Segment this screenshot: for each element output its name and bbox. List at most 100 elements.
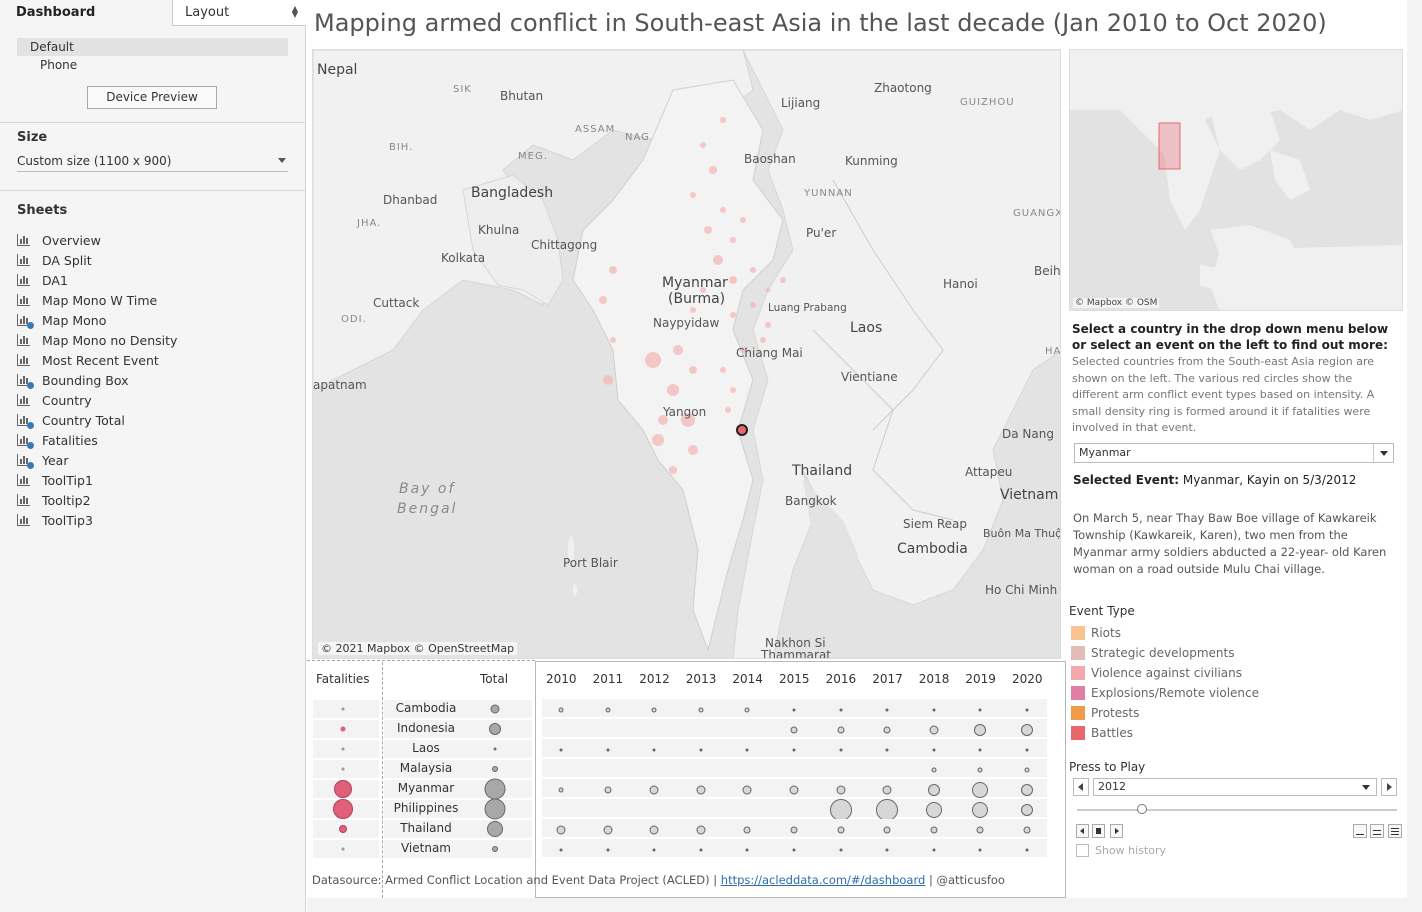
total-bubble[interactable] xyxy=(492,766,498,772)
year-bubble[interactable] xyxy=(837,826,845,834)
year-bubble[interactable] xyxy=(603,825,613,835)
map-attribution[interactable]: © 2021 Mapbox © OpenStreetMap xyxy=(318,642,518,655)
fatality-bubble[interactable] xyxy=(333,799,353,819)
country-label[interactable]: Thailand xyxy=(400,821,452,835)
year-slider-thumb[interactable] xyxy=(1137,804,1147,814)
legend-item[interactable]: Battles xyxy=(1071,723,1259,743)
sheet-item[interactable]: Country Total xyxy=(17,410,177,430)
speed-slow-button[interactable] xyxy=(1353,824,1367,838)
total-bubble[interactable] xyxy=(484,778,506,800)
year-bubble[interactable] xyxy=(792,748,796,752)
year-bubble[interactable] xyxy=(696,825,706,835)
year-bubble[interactable] xyxy=(927,784,940,796)
year-bubble[interactable] xyxy=(972,802,989,818)
chevron-down-icon[interactable] xyxy=(1373,444,1393,462)
year-bubble[interactable] xyxy=(790,726,798,734)
fatality-bubble[interactable] xyxy=(341,747,345,751)
year-bubble[interactable] xyxy=(930,826,938,834)
year-bubble[interactable] xyxy=(885,708,889,712)
year-bubble[interactable] xyxy=(1021,804,1033,816)
year-bubble[interactable] xyxy=(883,726,891,734)
year-bubble[interactable] xyxy=(789,785,799,795)
year-bubble[interactable] xyxy=(929,725,939,735)
year-bubble[interactable] xyxy=(974,724,987,736)
speed-fast-button[interactable] xyxy=(1388,824,1402,838)
year-bubble[interactable] xyxy=(558,707,564,713)
device-phone[interactable]: Phone xyxy=(40,58,78,72)
year-bubble[interactable] xyxy=(883,826,891,834)
year-bubble[interactable] xyxy=(876,799,899,821)
year-bubble[interactable] xyxy=(972,782,989,798)
year-bubble[interactable] xyxy=(699,748,703,752)
year-bubble[interactable] xyxy=(977,767,983,773)
legend-item[interactable]: Strategic developments xyxy=(1071,643,1259,663)
year-bubble[interactable] xyxy=(931,767,937,773)
year-bubble[interactable] xyxy=(978,848,982,852)
fatality-bubble[interactable] xyxy=(341,767,345,771)
inset-map[interactable]: © Mapbox © OSM xyxy=(1069,49,1403,311)
country-dropdown[interactable]: Myanmar xyxy=(1074,443,1394,463)
year-bubble[interactable] xyxy=(745,748,749,752)
stop-button[interactable] xyxy=(1092,824,1105,838)
year-bubble[interactable] xyxy=(559,748,563,752)
year-bubble[interactable] xyxy=(649,825,659,835)
selected-event-marker[interactable] xyxy=(736,424,748,436)
year-bubble[interactable] xyxy=(836,785,846,795)
year-slider-track[interactable] xyxy=(1077,809,1397,811)
year-bubble[interactable] xyxy=(604,786,612,794)
sheet-item[interactable]: ToolTip1 xyxy=(17,470,177,490)
year-bubble[interactable] xyxy=(698,707,704,713)
fatality-bubble[interactable] xyxy=(340,726,346,732)
play-back-button[interactable] xyxy=(1076,824,1089,838)
total-bubble[interactable] xyxy=(493,747,497,751)
year-bubble[interactable] xyxy=(978,748,982,752)
year-bubble[interactable] xyxy=(1024,767,1030,773)
tab-dashboard[interactable]: Dashboard xyxy=(16,5,96,20)
sheet-item[interactable]: Tooltip2 xyxy=(17,490,177,510)
next-year-button[interactable] xyxy=(1381,778,1397,796)
inset-attribution[interactable]: © Mapbox © OSM xyxy=(1073,298,1160,308)
year-bubble[interactable] xyxy=(558,787,564,793)
conflict-map[interactable]: Nepal SIK Bhutan ASSAM NAG BIH. MEG. Ban… xyxy=(312,49,1061,659)
year-bubble[interactable] xyxy=(1025,708,1029,712)
sheet-item[interactable]: Bounding Box xyxy=(17,370,177,390)
sheet-item[interactable]: Map Mono xyxy=(17,310,177,330)
legend-item[interactable]: Protests xyxy=(1071,703,1259,723)
sheet-item[interactable]: Map Mono W Time xyxy=(17,290,177,310)
year-bubble[interactable] xyxy=(792,708,796,712)
year-bubble[interactable] xyxy=(829,799,852,821)
legend-item[interactable]: Riots xyxy=(1071,623,1259,643)
size-dropdown[interactable]: Custom size (1100 x 900) xyxy=(17,152,288,172)
sheet-item[interactable]: Most Recent Event xyxy=(17,350,177,370)
speed-medium-button[interactable] xyxy=(1370,824,1384,838)
show-history-checkbox[interactable] xyxy=(1076,844,1089,857)
country-label[interactable]: Philippines xyxy=(393,801,459,815)
year-bubble[interactable] xyxy=(932,748,936,752)
device-default[interactable]: Default xyxy=(17,38,288,56)
year-bubble[interactable] xyxy=(839,748,843,752)
legend-item[interactable]: Violence against civilians xyxy=(1071,663,1259,683)
year-bubble[interactable] xyxy=(652,748,656,752)
year-bubble[interactable] xyxy=(837,726,845,734)
fatality-bubble[interactable] xyxy=(339,825,347,833)
sheet-item[interactable]: ToolTip3 xyxy=(17,510,177,530)
year-bubble[interactable] xyxy=(606,748,610,752)
year-bubble[interactable] xyxy=(606,848,610,852)
fatality-bubble[interactable] xyxy=(334,780,352,798)
sheet-item[interactable]: Map Mono no Density xyxy=(17,330,177,350)
fatality-bubble[interactable] xyxy=(341,847,345,851)
year-bubble[interactable] xyxy=(932,708,936,712)
country-label[interactable]: Vietnam xyxy=(400,841,451,855)
legend-item[interactable]: Explosions/Remote violence xyxy=(1071,683,1259,703)
sheet-item[interactable]: DA Split xyxy=(17,250,177,270)
sheet-item[interactable]: Fatalities xyxy=(17,430,177,450)
year-bubble[interactable] xyxy=(925,802,942,818)
year-bubble[interactable] xyxy=(882,785,892,795)
year-bubble[interactable] xyxy=(1025,848,1029,852)
year-bubble[interactable] xyxy=(696,785,706,795)
sheet-item[interactable]: Year xyxy=(17,450,177,470)
year-bubble[interactable] xyxy=(1021,724,1033,736)
year-bubble[interactable] xyxy=(1023,826,1031,834)
play-forward-button[interactable] xyxy=(1110,824,1123,838)
total-bubble[interactable] xyxy=(492,846,498,852)
